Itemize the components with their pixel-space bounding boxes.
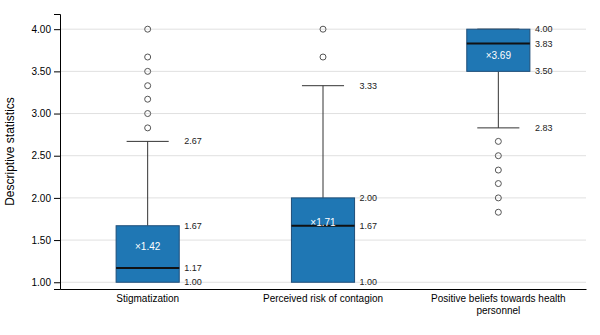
outlier [145,125,151,131]
mean-label: ×3.69 [486,50,512,61]
y-tick-mark [54,282,60,283]
box-labels: ×1.42 2.67 1.67 1.17 1.00 ×1.71 3.33 2.00 1.67 1.… [135,24,552,287]
outlier [495,153,501,159]
annotation: 1.00 [360,277,378,287]
median [116,267,179,269]
y-tick: 2.50 [32,150,60,161]
annotation: 1.67 [360,221,378,231]
y-tick-mark [54,156,60,157]
grid [60,29,586,282]
y-tick: 3.50 [32,66,60,77]
annotation: 2.67 [184,136,202,146]
outlier [495,138,501,144]
boxes [116,26,530,282]
outlier [495,209,501,215]
x-tick-label: Perceived risk of contagion [263,293,383,304]
y-tick-label: 3.00 [32,108,52,119]
box-group [291,26,354,282]
whisker-cap [127,141,169,142]
outlier [495,195,501,201]
annotation: 1.17 [184,263,202,273]
outlier [145,54,151,60]
whisker [323,86,324,198]
y-tick-label: 3.50 [32,66,52,77]
box [291,198,354,282]
mean-label: ×1.42 [135,241,161,252]
whisker [147,141,148,225]
annotation: 3.50 [535,66,553,76]
annotation: 3.83 [535,39,553,49]
annotation: 2.00 [360,193,378,203]
box [467,29,530,71]
y-tick: 1.50 [32,235,60,246]
y-tick-mark [54,29,60,30]
whisker-cap [477,127,519,128]
outlier [145,96,151,102]
median [467,43,530,45]
x-tick: Positive beliefs towards healthpersonnel [431,289,566,316]
x-axis: Stigmatization Perceived risk of contagio… [61,289,587,316]
y-tick-label: 1.00 [32,277,52,288]
y-tick: 2.00 [32,193,60,204]
y-axis: 1.00 1.50 2.00 2.50 3.00 3.50 4.00 [32,15,61,290]
y-tick-mark [54,71,60,72]
x-tick-label: Stigmatization [116,293,179,304]
outlier [145,111,151,117]
outlier [145,26,151,32]
whisker-cap [302,85,344,86]
x-axis-line [61,289,587,290]
whisker [498,71,499,128]
annotation: 2.83 [535,123,553,133]
y-tick-label: 2.50 [32,150,52,161]
outlier [320,54,326,60]
y-axis-title: Descriptive statistics [3,97,17,206]
y-tick-mark [54,114,60,115]
outlier [320,26,326,32]
x-tick: Stigmatization [116,289,179,304]
box [116,226,179,283]
box-group [116,26,179,282]
y-tick-mark [54,198,60,199]
y-tick-mark [54,240,60,241]
outlier [495,167,501,173]
annotation: 1.00 [184,277,202,287]
y-tick: 3.00 [32,108,60,119]
outlier [495,181,501,187]
y-tick-label: 2.00 [32,193,52,204]
y-tick-label: 4.00 [32,24,52,35]
x-tick: Perceived risk of contagion [263,289,383,304]
x-tick-label: Positive beliefs towards healthpersonnel [431,293,566,316]
outlier [145,83,151,89]
box-group [467,29,530,215]
annotation: 4.00 [535,24,553,34]
y-tick: 4.00 [32,24,60,35]
outlier [145,68,151,74]
chart: 1.00 1.50 2.00 2.50 3.00 3.50 4.00 Stigmatizati… [0,0,600,335]
annotation: 1.67 [184,221,202,231]
y-axis-line [54,15,61,290]
annotation: 3.33 [360,81,378,91]
y-tick-label: 1.50 [32,235,52,246]
y-tick: 1.00 [32,277,60,288]
mean-label: ×1.71 [310,217,336,228]
